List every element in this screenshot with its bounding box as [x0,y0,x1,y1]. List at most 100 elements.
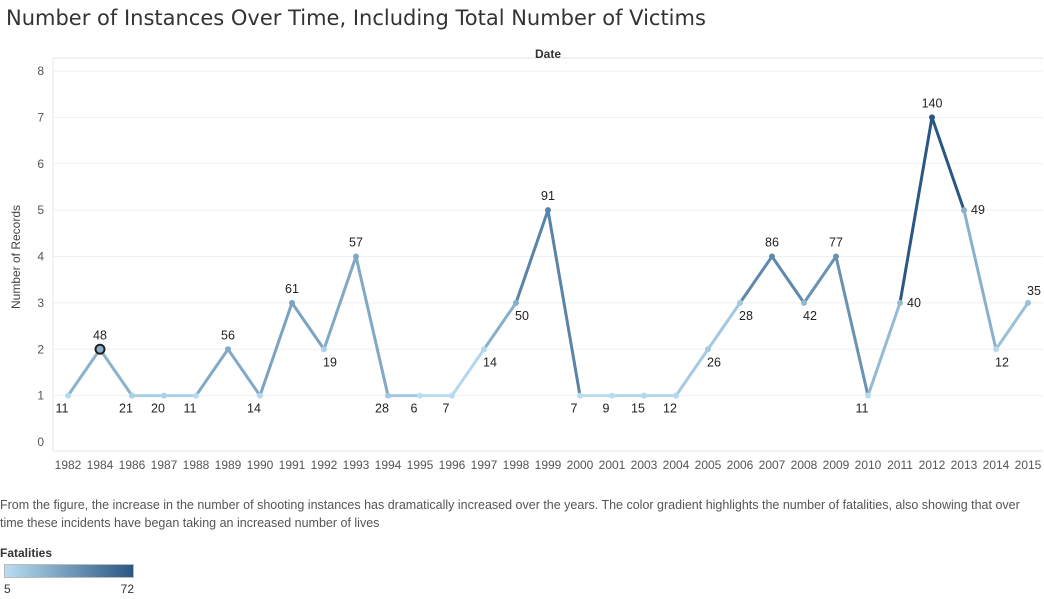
data-point[interactable] [289,299,295,306]
data-label: 50 [515,309,529,323]
series-line-segment [994,301,1030,351]
data-label: 86 [765,236,779,250]
chart-title: Number of Instances Over Time, Including… [6,6,706,30]
x-tick-label: 1986 [119,458,146,472]
data-label: 61 [285,282,299,296]
x-tick-label: 1984 [87,458,114,472]
chart-caption: From the figure, the increase in the num… [0,498,1020,530]
x-tick-label: 1996 [439,458,466,472]
data-point[interactable] [1025,299,1031,306]
x-tick-label: 1999 [535,458,562,472]
data-label: 35 [1027,284,1041,298]
data-label: 14 [247,402,261,416]
x-tick-label: 2014 [983,458,1010,472]
x-tick-label: 1997 [471,458,498,472]
y-tick-label: 4 [37,250,44,264]
data-point[interactable] [353,253,359,260]
series-line-segment [322,255,358,351]
data-point[interactable] [641,392,647,399]
data-label: 40 [907,296,921,310]
data-point[interactable] [65,392,71,399]
data-point-highlighted[interactable] [94,343,106,355]
x-tick-label: 2006 [727,458,754,472]
data-point[interactable] [193,392,199,399]
series-line-segment [194,347,230,398]
y-axis-title: Number of Records [9,205,23,309]
series-line-segment [98,347,134,398]
data-point[interactable] [833,253,839,260]
data-label: 19 [323,355,337,369]
data-label: 140 [922,96,943,110]
data-label: 12 [663,402,677,416]
series-line-segment [482,301,518,351]
data-point[interactable] [737,299,743,306]
data-point[interactable] [321,346,327,353]
data-point[interactable] [705,346,711,353]
series-line-segment [770,255,806,305]
y-tick-label: 8 [37,64,44,78]
series-line-segment [226,347,262,398]
data-label: 42 [803,309,817,323]
data-label: 26 [707,355,721,369]
data-point[interactable] [577,392,583,399]
series-line-segment [674,347,710,398]
data-label: 9 [603,402,610,416]
series-line-segment [834,255,870,398]
series-line-segment [866,301,902,398]
data-label: 11 [56,402,69,416]
legend-min-label: 5 [4,582,11,596]
data-point[interactable] [609,392,615,399]
data-label: 91 [541,189,555,203]
data-point[interactable] [385,392,391,399]
x-tick-label: 2011 [887,458,913,472]
y-tick-label: 3 [37,296,44,310]
data-label: 28 [375,402,389,416]
series-line-segment [738,255,774,305]
series-line-segment [290,301,326,351]
series-line-segment [898,115,934,305]
data-point[interactable] [257,392,263,399]
x-tick-label: 2008 [791,458,818,472]
x-tick-label: 2012 [919,458,946,472]
data-point[interactable] [513,299,519,306]
data-label: 20 [151,402,165,416]
x-tick-label: 2013 [951,458,978,472]
data-point[interactable] [449,392,455,399]
legend-max-label: 72 [120,582,134,596]
x-tick-label: 1988 [183,458,210,472]
data-point[interactable] [673,392,679,399]
data-label: 11 [184,402,197,416]
series-line-segment [258,301,294,398]
data-point[interactable] [161,392,167,399]
data-point[interactable] [129,392,135,399]
series-line-segment [930,115,966,212]
data-point[interactable] [865,392,871,399]
x-tick-label: 1995 [407,458,434,472]
data-point[interactable] [769,253,775,260]
data-label: 48 [93,328,107,342]
data-point[interactable] [801,299,807,306]
data-label: 56 [221,328,235,342]
x-tick-label: 1987 [151,458,178,472]
data-label: 6 [411,402,418,416]
data-point[interactable] [225,346,231,353]
data-point[interactable] [417,392,423,399]
series-line-segment [802,255,838,305]
data-label: 28 [739,309,753,323]
x-tick-label: 2009 [823,458,850,472]
series-line-segment [514,208,550,305]
data-label: 11 [856,402,869,416]
data-point[interactable] [897,299,903,306]
data-label: 49 [971,203,985,217]
data-point[interactable] [993,346,999,353]
data-point[interactable] [929,114,935,121]
x-tick-label: 2004 [663,458,690,472]
data-point[interactable] [545,207,551,214]
data-point[interactable] [961,207,967,214]
y-tick-label: 0 [37,435,44,449]
data-point[interactable] [481,346,487,353]
y-tick-label: 1 [37,389,44,403]
color-legend-gradient[interactable] [4,564,134,578]
series-line-segment [546,208,582,398]
